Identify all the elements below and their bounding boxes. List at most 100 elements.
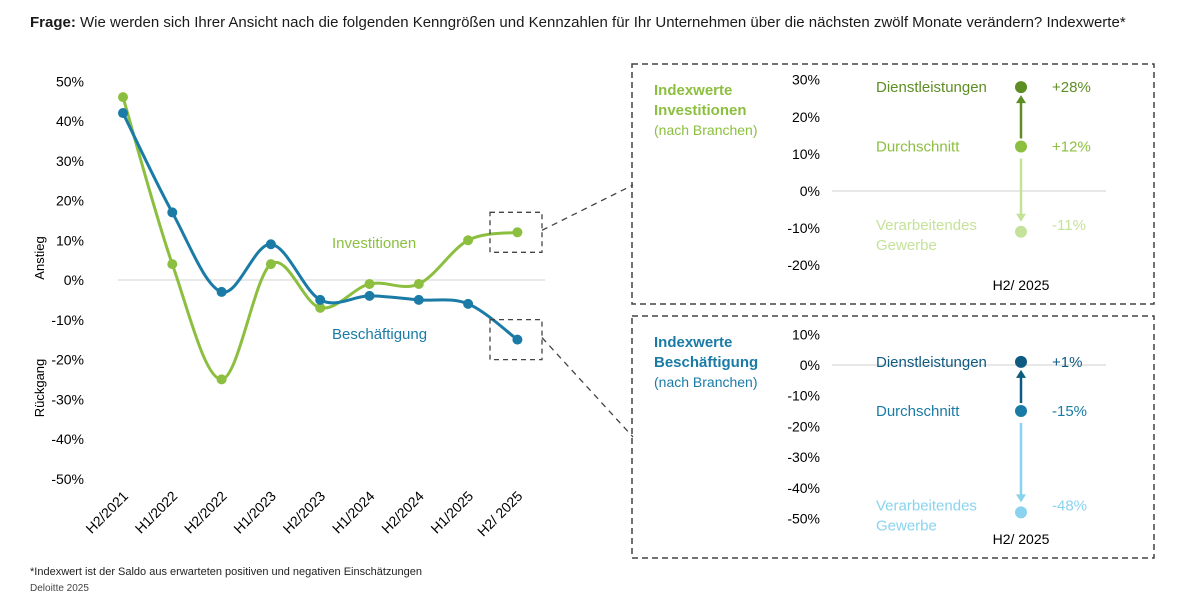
x-tick-label: H2/2022: [181, 488, 230, 537]
arrow-up-head: [1016, 369, 1026, 378]
y-tick-label: 50%: [56, 73, 84, 89]
panel-x-label: H2/ 2025: [993, 277, 1050, 293]
data-point: [315, 294, 326, 305]
data-point: [216, 374, 227, 385]
data-point: [167, 259, 178, 270]
panel-y-tick-label: 10%: [792, 146, 820, 162]
y-tick-label: 30%: [56, 153, 84, 169]
x-tick-label: H1/2022: [132, 488, 181, 537]
y-label-rueckgang: Rückgang: [32, 359, 47, 418]
x-tick-label: H1/2024: [329, 488, 378, 537]
data-point: [512, 227, 523, 238]
question-text: Frage: Wie werden sich Ihrer Ansicht nac…: [30, 14, 1126, 31]
point-verarbeitendes-gewerbe: [1015, 225, 1027, 238]
panel-title-line2: Beschäftigung: [654, 354, 758, 371]
panel-title-line1: Indexwerte: [654, 334, 732, 351]
data-point: [118, 92, 128, 103]
y-tick-label: 40%: [56, 113, 84, 129]
data-point: [512, 334, 523, 345]
y-tick-label: -20%: [51, 352, 84, 368]
value-verarbeitendes-gewerbe: -48%: [1052, 497, 1087, 514]
data-point: [413, 294, 424, 305]
x-tick-label: H1/2023: [230, 488, 279, 537]
label-gewerbe: Gewerbe: [876, 517, 937, 534]
series-line-beschaeftigung: [121, 112, 519, 341]
panel-investitionen: Indexwerte Investitionen (nach Branchen) 30…: [631, 63, 1155, 305]
source: Deloitte 2025: [30, 583, 89, 594]
panel-beschaeftigung: Indexwerte Beschäftigung (nach Branchen) 10…: [631, 315, 1155, 559]
footnote: *Indexwert ist der Saldo aus erwarteten …: [30, 566, 422, 578]
value-dienstleistungen: +28%: [1052, 79, 1091, 96]
data-point: [364, 290, 375, 301]
data-point: [364, 278, 375, 289]
panel-title-line3: (nach Branchen): [654, 122, 758, 138]
data-point: [167, 207, 178, 218]
panel-y-tick-label: 0%: [800, 183, 820, 199]
data-point: [463, 298, 474, 309]
label-verarbeitendes: Verarbeitendes: [876, 217, 977, 234]
question-prefix: Frage:: [30, 14, 76, 31]
label-durchschnitt: Durchschnitt: [876, 403, 960, 420]
value-durchschnitt: -15%: [1052, 403, 1087, 420]
label-gewerbe: Gewerbe: [876, 237, 937, 254]
x-tick-label: H2/2024: [378, 488, 427, 537]
value-durchschnitt: +12%: [1052, 138, 1091, 155]
label-durchschnitt: Durchschnitt: [876, 138, 960, 155]
point-durchschnitt: [1015, 405, 1027, 418]
arrow-down-head: [1016, 494, 1026, 503]
point-verarbeitendes-gewerbe: [1015, 506, 1027, 519]
panel-x-label: H2/ 2025: [993, 531, 1050, 547]
arrow-up-head: [1016, 95, 1026, 104]
connector-beschaeftigung: [541, 337, 634, 438]
panel-y-tick-label: -10%: [787, 220, 820, 236]
series-label-investitionen: Investitionen: [332, 235, 416, 252]
y-tick-label: 0%: [64, 272, 84, 288]
x-tick-label: H1/2025: [427, 488, 476, 537]
x-tick-label: H2/2023: [280, 488, 329, 537]
x-tick-label: H2/ 2025: [474, 488, 526, 540]
panel-y-tick-label: 0%: [800, 357, 820, 373]
point-durchschnitt: [1015, 140, 1027, 153]
zoom-box: [489, 318, 543, 361]
point-dienstleistungen: [1015, 81, 1027, 94]
data-point: [315, 302, 326, 313]
data-point: [265, 259, 276, 270]
panel-y-tick-label: 10%: [792, 326, 820, 342]
panel-y-tick-label: -40%: [787, 480, 820, 496]
y-tick-label: 10%: [56, 232, 84, 248]
panel-y-tick-label: -30%: [787, 449, 820, 465]
panel-y-tick-label: -20%: [787, 418, 820, 434]
label-dienstleistungen: Dienstleistungen: [876, 354, 987, 371]
label-verarbeitendes: Verarbeitendes: [876, 497, 977, 514]
data-point: [463, 235, 474, 246]
panel-frame: [631, 315, 1155, 559]
panel-y-tick-label: 20%: [792, 109, 820, 125]
zoom-connectors: [489, 184, 634, 438]
data-point: [118, 108, 128, 119]
y-tick-label: -40%: [51, 431, 84, 447]
data-point: [413, 278, 424, 289]
arrow-down-head: [1016, 213, 1026, 222]
panel-y-tick-label: -50%: [787, 511, 820, 527]
value-dienstleistungen: +1%: [1052, 354, 1082, 371]
question-body: Wie werden sich Ihrer Ansicht nach die f…: [80, 14, 1126, 31]
data-point: [265, 239, 276, 250]
y-tick-label: -50%: [51, 471, 84, 487]
main-line-chart: 50% 40% 30% 20% 10% 0% -10% -20% -30% -40% -50% Ans…: [32, 73, 545, 539]
y-label-anstieg: Anstieg: [32, 236, 47, 279]
panel-y-tick-label: -20%: [787, 257, 820, 273]
panel-frame: [631, 63, 1155, 305]
point-dienstleistungen: [1015, 355, 1027, 368]
series-label-beschaeftigung: Beschäftigung: [332, 326, 427, 343]
label-dienstleistungen: Dienstleistungen: [876, 79, 987, 96]
panel-y-tick-label: -10%: [787, 388, 820, 404]
panel-title-line1: Indexwerte: [654, 82, 732, 99]
y-tick-label: -30%: [51, 391, 84, 407]
y-tick-label: -10%: [51, 312, 84, 328]
panel-y-tick-label: 30%: [792, 72, 820, 88]
x-tick-label: H2/2021: [82, 488, 131, 537]
value-verarbeitendes-gewerbe: -11%: [1052, 217, 1086, 234]
series-line-investitionen: [121, 96, 518, 381]
zoom-box: [489, 211, 543, 253]
